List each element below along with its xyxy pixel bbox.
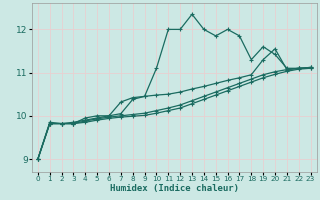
X-axis label: Humidex (Indice chaleur): Humidex (Indice chaleur) (110, 184, 239, 193)
